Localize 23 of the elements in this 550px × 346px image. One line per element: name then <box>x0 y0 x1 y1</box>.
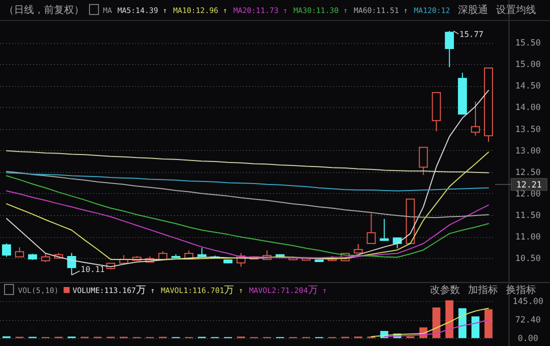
y-tick-label: 145.00 <box>512 297 544 308</box>
y-tick-label: 15.50 <box>515 38 541 49</box>
y-tick-label: 10.50 <box>515 254 541 264</box>
ref-line-label: 12.21 <box>516 180 542 190</box>
chart-subtitle: （日线，前复权） <box>4 4 84 16</box>
text: 改参数 <box>430 284 460 296</box>
annotation: 15.77 <box>459 30 484 39</box>
y-tick-label: 72.40 <box>515 316 541 326</box>
y-tick-label: 0.00 <box>518 334 538 344</box>
y-tick-label: 13.50 <box>515 124 541 135</box>
text: 设置均线 <box>496 4 536 16</box>
y-tick-label: 12.00 <box>515 189 541 200</box>
y-tick-label: 13.00 <box>515 146 541 156</box>
y-tick-label: 14.50 <box>515 82 541 92</box>
y-tick-label: 14.00 <box>515 103 541 114</box>
text: 换指标 <box>506 284 536 296</box>
annotation: 10.11 <box>80 264 105 274</box>
y-tick-label: 12.50 <box>515 168 541 178</box>
text: 深股通 <box>458 4 488 16</box>
y-tick-label: 11.00 <box>515 232 541 243</box>
y-tick-label: 11.50 <box>515 211 541 222</box>
y-tick-label: 15.00 <box>515 60 541 70</box>
text: 加指标 <box>468 284 498 296</box>
